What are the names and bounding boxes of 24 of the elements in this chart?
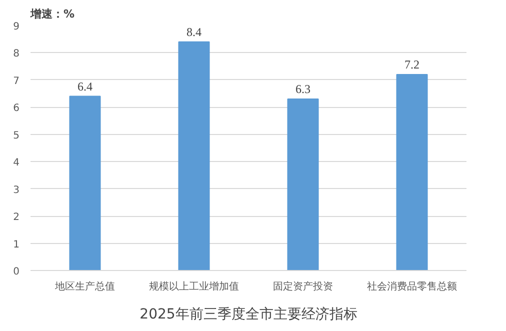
y-tick-label: 3 xyxy=(13,184,20,196)
bar xyxy=(69,96,101,270)
y-tick-label: 2 xyxy=(13,212,20,224)
y-tick-label: 1 xyxy=(13,239,20,250)
data-label: 7.2 xyxy=(404,58,420,72)
y-tick-label: 5 xyxy=(13,130,20,142)
text: 2025年前三季度全市主要经济指标 xyxy=(140,306,358,322)
y-tick-label: 7 xyxy=(13,76,20,87)
x-tick-label: 固定资产投资 xyxy=(273,280,333,292)
x-tick-label: 地区生产总值 xyxy=(54,280,115,292)
x-tick-label: 规模以上工业增加值 xyxy=(149,280,239,292)
y-tick-label: 6 xyxy=(13,103,20,114)
y-tick-label: 0 xyxy=(13,266,20,278)
bar xyxy=(396,74,428,270)
bar xyxy=(178,41,210,270)
y-axis-title: 增速：% xyxy=(30,8,75,20)
data-label: 8.4 xyxy=(186,24,202,39)
data-label: 6.3 xyxy=(296,82,310,96)
bar xyxy=(287,98,319,270)
x-tick-label: 社会消费品零售总额 xyxy=(367,280,457,292)
y-tick-label: 8 xyxy=(13,48,20,60)
y-tick-label: 9 xyxy=(13,22,20,32)
y-tick-label: 4 xyxy=(13,158,20,169)
data-label: 6.4 xyxy=(78,79,92,94)
